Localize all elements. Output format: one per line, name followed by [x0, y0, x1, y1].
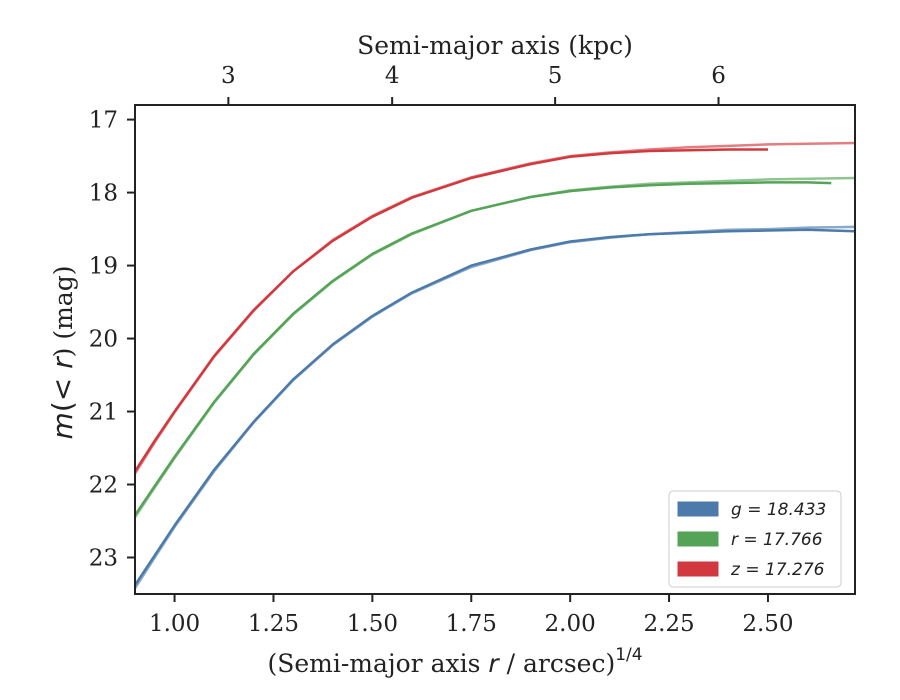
x-tick-label: 1.00: [149, 611, 200, 637]
y-axis-title-post: ) (mag): [49, 266, 78, 358]
y-axis-title: m(< r) (mag): [46, 266, 79, 440]
series-2-data-line: [135, 148, 768, 473]
series-0-data-line: [135, 228, 855, 586]
x-tick-label: 1.50: [347, 611, 398, 637]
top-tick-label: 6: [711, 63, 726, 89]
x-axis-title-var: r: [488, 649, 500, 678]
legend-label: g = 18.433: [731, 500, 826, 520]
legend-label: r = 17.766: [731, 530, 823, 550]
x-tick-label: 1.25: [248, 611, 299, 637]
top-tick-label: 4: [385, 63, 400, 89]
x-axis-title: (Semi-major axis r / arcsec)1/4: [267, 645, 642, 678]
legend-swatch: [677, 561, 719, 577]
top-tick-label: 5: [548, 63, 563, 89]
top-tick-label: 3: [221, 63, 236, 89]
series-1-data-line: [135, 181, 832, 516]
axis-layer: 1.00 1.25 1.50 1.75 2.00 2.25 2.50 17 18 19 20 21 22…: [89, 63, 794, 637]
x-axis-title-post: / arcsec): [499, 649, 616, 678]
top-axis-title: Semi-major axis (kpc): [357, 31, 633, 60]
x-axis-title-sup: 1/4: [615, 645, 642, 665]
x-axis-title-pre: (Semi-major axis: [267, 649, 488, 678]
y-tick-label: 22: [89, 473, 118, 499]
legend-swatch: [677, 531, 719, 547]
legend-swatch: [677, 501, 719, 517]
x-tick-label: 2.50: [742, 611, 793, 637]
series-layer: [135, 141, 855, 589]
y-axis-title-var: m: [46, 412, 79, 439]
x-tick-label: 1.75: [446, 611, 497, 637]
y-tick-label: 20: [89, 327, 118, 353]
y-axis-title-mid: (<: [46, 369, 79, 412]
plot-frame: [134, 104, 856, 595]
x-tick-label: 2.25: [643, 611, 694, 637]
legend: g = 18.433 r = 17.766 z = 17.276: [668, 490, 842, 588]
y-tick-label: 17: [89, 108, 118, 134]
x-tick-label: 2.00: [545, 611, 596, 637]
y-axis-title-var2: r: [46, 356, 79, 369]
legend-label: z = 17.276: [730, 560, 825, 580]
y-tick-label: 18: [89, 181, 118, 207]
y-tick-label: 23: [89, 546, 118, 572]
y-tick-label: 19: [89, 254, 118, 280]
y-tick-label: 21: [89, 400, 118, 426]
